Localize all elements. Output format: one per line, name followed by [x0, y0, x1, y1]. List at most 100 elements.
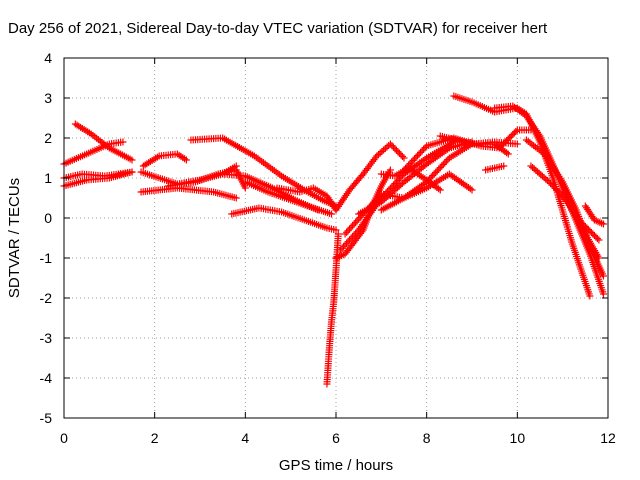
data-point: [406, 160, 414, 168]
data-point: [375, 151, 382, 158]
data-point: [423, 178, 431, 186]
data-point: [400, 166, 408, 174]
data-point: [595, 236, 603, 244]
data-point: [380, 146, 388, 154]
series-track-2: [60, 168, 136, 190]
series-track-3: [60, 168, 136, 182]
data-point: [424, 176, 432, 184]
data-point: [344, 238, 352, 246]
data-point: [338, 244, 346, 252]
series-track-27: [527, 162, 603, 244]
y-axis-label: SDTVAR / TECUs: [6, 178, 23, 298]
data-point: [340, 243, 348, 251]
data-point: [595, 254, 603, 262]
data-point: [376, 192, 384, 200]
x-tick-label: 6: [332, 430, 340, 446]
data-point: [400, 154, 408, 162]
data-point: [504, 150, 512, 158]
data-point: [441, 159, 449, 167]
series-track-17: [337, 138, 458, 254]
data-point: [398, 152, 406, 160]
data-point: [408, 158, 416, 166]
x-tick-label: 10: [510, 430, 526, 446]
data-point: [373, 195, 381, 203]
data-point: [352, 218, 360, 226]
x-axis: 0 2 4 6 8 10 12: [60, 58, 616, 446]
series-track-9: [187, 134, 340, 210]
data-point: [426, 175, 434, 183]
data-point: [543, 177, 551, 185]
series-track-14: [323, 230, 342, 388]
series-track-30: [568, 206, 603, 262]
data-point: [373, 152, 381, 160]
data-point: [506, 134, 514, 141]
data-point: [341, 230, 349, 238]
x-tick-label: 2: [151, 430, 159, 446]
data-point: [395, 149, 403, 157]
x-tick-label: 8: [423, 430, 431, 446]
data-point: [343, 228, 351, 236]
data-point: [392, 146, 400, 154]
data-point: [391, 145, 399, 153]
data-point: [420, 145, 428, 153]
data-point: [374, 193, 382, 201]
data-point: [550, 183, 558, 191]
data-point: [403, 163, 411, 171]
data-point: [504, 135, 512, 143]
data-point: [241, 184, 249, 192]
series-track-4: [71, 120, 136, 164]
data-point: [593, 235, 601, 242]
data-point: [439, 160, 447, 168]
data-point: [349, 222, 357, 230]
data-point: [468, 186, 476, 194]
data-point: [436, 186, 444, 194]
series-track-23: [436, 132, 512, 158]
data-point: [590, 232, 598, 239]
series-track-20: [355, 138, 476, 218]
data-point: [386, 184, 394, 192]
data-point: [599, 290, 607, 298]
data-point: [521, 111, 529, 119]
y-tick-label: 0: [44, 210, 52, 226]
data-point: [389, 181, 397, 189]
data-point: [586, 292, 594, 300]
data-point: [346, 236, 354, 244]
data-point: [427, 173, 435, 181]
data-point: [438, 162, 446, 170]
series-track-5: [139, 150, 190, 170]
data-point: [592, 233, 600, 241]
data-point: [394, 176, 402, 184]
data-point: [433, 167, 441, 175]
data-point: [128, 168, 136, 176]
data-point: [587, 229, 595, 236]
data-point: [442, 157, 450, 165]
series-track-12: [228, 204, 340, 234]
data-point: [503, 149, 511, 157]
data-point: [513, 140, 521, 148]
y-tick-label: -5: [40, 410, 53, 426]
data-point: [394, 148, 402, 156]
data-point: [510, 129, 518, 137]
data-point: [381, 145, 389, 152]
data-point: [503, 137, 511, 144]
x-tick-label: 4: [241, 430, 249, 446]
y-axis: -5 -4 -3 -2 -1 0 1 2 3 4: [40, 50, 608, 426]
x-tick-label: 0: [60, 430, 68, 446]
data-point: [347, 223, 355, 231]
data-point: [343, 239, 351, 247]
data-point: [346, 225, 354, 233]
data-point: [547, 180, 555, 188]
data-point: [418, 147, 426, 155]
series-track-29: [581, 202, 607, 228]
data-point: [417, 148, 425, 156]
data-point: [556, 189, 564, 197]
series-track-16: [332, 140, 408, 214]
y-tick-label: -4: [40, 370, 53, 386]
data-point: [383, 143, 391, 151]
data-point: [599, 272, 607, 280]
data-point: [388, 142, 396, 150]
data-point: [353, 217, 361, 225]
data-point: [397, 151, 405, 159]
data-point: [435, 165, 443, 173]
series-track-8: [164, 166, 249, 192]
